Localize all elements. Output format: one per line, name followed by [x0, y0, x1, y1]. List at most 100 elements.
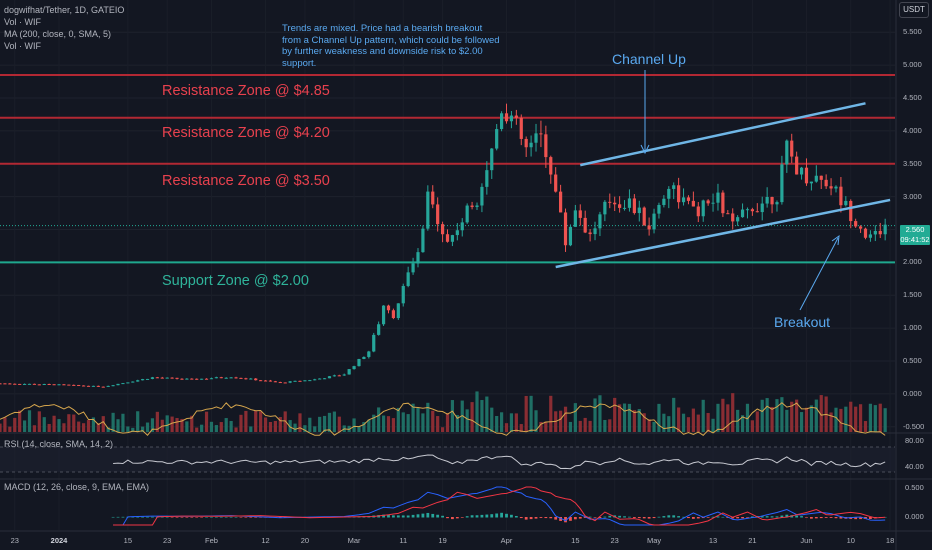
- candle-body-52: [254, 378, 258, 381]
- macd-histogram-22: [219, 516, 223, 518]
- volume-bar-14: [67, 414, 71, 432]
- macd-histogram-84: [524, 517, 528, 520]
- volume-bar-48: [234, 427, 238, 432]
- zone-label-resistance-350: Resistance Zone @ $3.50: [162, 173, 330, 189]
- candle-body-55: [268, 380, 273, 382]
- volume-bar-131: [642, 413, 646, 432]
- macd-histogram-110: [652, 517, 656, 519]
- ma-indicator-label[interactable]: MA (200, close, 0, SMA, 5): [4, 29, 112, 39]
- volume-bar-92: [450, 400, 455, 432]
- candle-body-6: [27, 383, 32, 385]
- volume-indicator-label-2[interactable]: Vol · WIF: [4, 41, 42, 51]
- volume-bar-97: [475, 391, 479, 432]
- volume-bar-167: [819, 395, 823, 432]
- macd-histogram-57: [392, 515, 395, 518]
- candle-body-151: [740, 209, 745, 218]
- macd-histogram-134: [770, 516, 774, 518]
- candle-body-72: [352, 366, 356, 370]
- macd-indicator-label[interactable]: MACD (12, 26, close, 9, EMA, EMA): [4, 482, 150, 492]
- candle-body-178: [873, 230, 877, 235]
- macd-histogram-91: [559, 517, 563, 521]
- macd-histogram-13: [175, 517, 179, 518]
- candle-body-59: [288, 381, 292, 383]
- candle-body-85: [416, 252, 420, 264]
- currency-selector[interactable]: USDT: [899, 2, 929, 18]
- candle-body-164: [804, 167, 809, 184]
- macd-histogram-58: [396, 515, 400, 518]
- symbol-title[interactable]: dogwifhat/Tether, 1D, GATEIO: [4, 5, 125, 15]
- macd-histogram-153: [864, 517, 867, 519]
- volume-bar-129: [632, 410, 636, 432]
- candle-body-61: [298, 380, 302, 382]
- volume-bar-134: [657, 403, 661, 432]
- candle-body-107: [524, 138, 528, 148]
- candle-body-71: [347, 369, 351, 375]
- rsi-indicator-label[interactable]: RSI (14, close, SMA, 14, 2): [4, 439, 114, 449]
- volume-bar-57: [278, 417, 282, 432]
- candle-body-79: [386, 305, 391, 311]
- macd-histogram-113: [667, 515, 671, 518]
- volume-bar-139: [681, 413, 686, 432]
- candle-body-100: [490, 148, 494, 171]
- macd-histogram-79: [500, 512, 503, 518]
- volume-bar-46: [224, 418, 228, 432]
- candle-body-74: [362, 356, 366, 360]
- volume-bar-138: [677, 407, 681, 432]
- volume-indicator-label[interactable]: Vol · WIF: [4, 17, 42, 27]
- candle-body-70: [342, 374, 346, 376]
- candle-body-108: [529, 142, 533, 148]
- macd-histogram-126: [731, 517, 735, 519]
- macd-histogram-65: [431, 513, 435, 518]
- candle-body-81: [396, 303, 400, 319]
- candle-body-150: [736, 217, 740, 222]
- candle-body-148: [726, 213, 730, 215]
- volume-bar-180: [883, 408, 887, 432]
- macd-histogram-101: [608, 515, 612, 518]
- price-axis-label-1: 5.000: [903, 60, 922, 70]
- macd-histogram-14: [180, 517, 184, 518]
- volume-bar-51: [249, 426, 253, 432]
- breakout-arrow-head: [831, 234, 840, 246]
- candle-body-28: [136, 380, 140, 382]
- macd-histogram-118: [691, 517, 695, 519]
- candle-body-171: [839, 186, 843, 206]
- time-axis-label-1: 2024: [50, 536, 68, 545]
- macd-histogram-116: [682, 516, 685, 518]
- price-axis-label-9: 1.000: [903, 323, 922, 333]
- price-axis-label-5: 3.000: [903, 191, 922, 201]
- volume-bar-1: [3, 417, 7, 432]
- candle-body-29: [141, 379, 145, 381]
- volume-bar-137: [672, 397, 676, 432]
- candle-body-144: [706, 200, 710, 204]
- candle-body-26: [126, 382, 130, 384]
- macd-histogram-10: [160, 516, 164, 518]
- volume-bar-109: [534, 410, 538, 432]
- volume-bar-156: [765, 398, 769, 432]
- volume-bar-100: [490, 407, 494, 432]
- macd-histogram-146: [829, 517, 833, 518]
- candle-body-133: [652, 213, 656, 230]
- candle-body-101: [495, 129, 499, 149]
- macd-histogram-5: [136, 516, 140, 518]
- candle-body-165: [809, 181, 814, 184]
- macd-histogram-59: [401, 515, 405, 518]
- candle-body-180: [883, 224, 887, 235]
- candle-body-80: [391, 310, 396, 319]
- candle-body-68: [332, 375, 336, 377]
- candle-body-128: [627, 198, 632, 208]
- macd-histogram-143: [814, 517, 818, 519]
- macd-histogram-93: [569, 517, 572, 521]
- macd-histogram-139: [795, 515, 799, 518]
- volume-bar-54: [263, 417, 268, 432]
- volume-bar-10: [47, 423, 51, 432]
- volume-bar-41: [200, 424, 204, 432]
- candle-body-120: [588, 232, 592, 235]
- macd-histogram-81: [510, 514, 513, 518]
- volume-bar-108: [529, 395, 533, 432]
- volume-bar-12: [57, 419, 61, 432]
- candle-body-38: [185, 378, 189, 380]
- indicator-panes: [0, 446, 895, 526]
- volume-bar-52: [254, 410, 258, 432]
- candle-body-21: [101, 386, 105, 388]
